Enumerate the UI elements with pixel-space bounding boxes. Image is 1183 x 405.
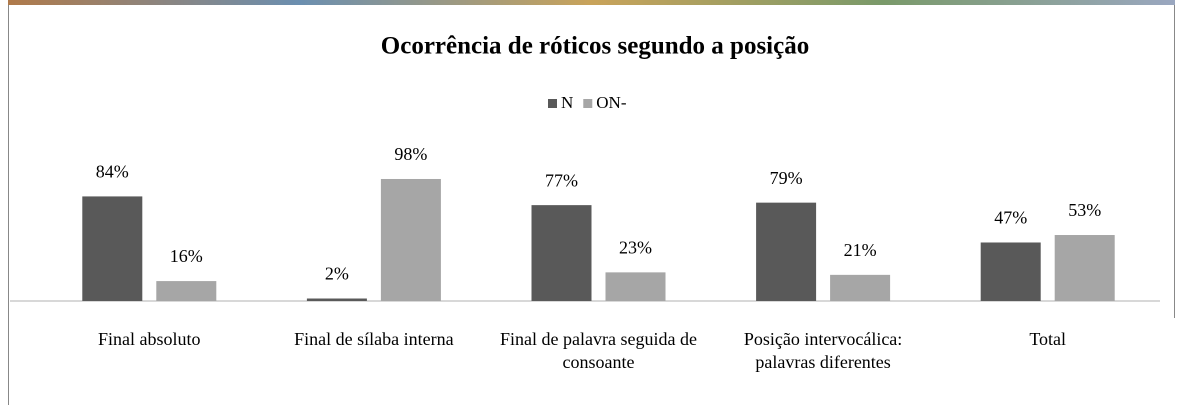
bar: [307, 299, 367, 301]
bar: [156, 281, 216, 301]
data-label: 2%: [325, 264, 349, 284]
data-label: 23%: [619, 237, 652, 257]
legend-swatch: [548, 99, 557, 108]
bar: [381, 179, 441, 301]
bar: [756, 203, 816, 301]
bar: [981, 242, 1041, 301]
x-tick-label: Posição intervocálica: palavras diferent…: [713, 328, 933, 374]
data-label: 77%: [545, 170, 578, 190]
decorative-strip: [8, 0, 1175, 5]
data-label: 79%: [770, 168, 803, 188]
bar: [532, 205, 592, 301]
x-tick-label: Final absoluto: [39, 328, 259, 351]
data-label: 47%: [994, 208, 1027, 228]
bar: [830, 275, 890, 301]
data-label: 53%: [1068, 200, 1101, 220]
x-tick-label: Final de sílaba interna: [264, 328, 484, 351]
legend-swatch: [583, 99, 592, 108]
x-tick-label: Total: [938, 328, 1158, 351]
bar: [82, 196, 142, 301]
legend-label: ON-: [596, 93, 627, 112]
legend-label: N: [561, 93, 573, 112]
data-label: 84%: [96, 162, 129, 182]
x-tick-label: Final de palavra seguida de consoante: [489, 328, 709, 374]
data-label: 98%: [394, 144, 427, 164]
bar: [606, 272, 666, 301]
data-label: 21%: [844, 240, 877, 260]
page: {"chart_data": {"type": "bar", "title": …: [0, 0, 1183, 405]
chart-title: Ocorrência de róticos segundo a posição: [381, 33, 809, 60]
data-label: 16%: [170, 246, 203, 266]
bar: [1055, 235, 1115, 301]
